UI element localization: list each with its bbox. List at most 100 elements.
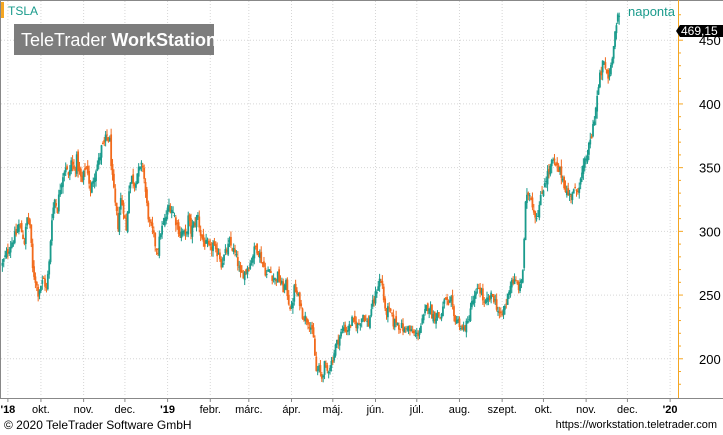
candle-down xyxy=(492,295,495,303)
candle-down xyxy=(397,324,400,330)
candle-up xyxy=(369,316,371,328)
y-tick-label: 250 xyxy=(699,288,721,303)
candle-down xyxy=(260,251,263,263)
candle-up xyxy=(100,145,103,158)
candle-down xyxy=(326,365,329,371)
y-tick-label: 400 xyxy=(699,97,721,112)
candle-down xyxy=(143,167,146,179)
candle-down xyxy=(516,281,519,284)
candle-up xyxy=(610,64,612,75)
candle-down xyxy=(106,134,108,136)
symbol-label: TSLA xyxy=(8,4,38,18)
candle-up xyxy=(250,261,253,263)
candle-down xyxy=(491,294,494,296)
candle-down xyxy=(81,175,84,182)
candle-up xyxy=(206,241,209,243)
candle-up xyxy=(192,222,195,227)
candle-up xyxy=(378,278,381,287)
website-link[interactable]: https://workstation.teletrader.com xyxy=(555,419,717,431)
candle-down xyxy=(481,288,484,301)
candle-up xyxy=(185,231,188,233)
candle-down xyxy=(311,325,314,329)
candle-up xyxy=(599,72,601,88)
candle-down xyxy=(124,215,126,219)
candle-down xyxy=(515,280,517,282)
candle-down xyxy=(219,252,221,260)
candle-up xyxy=(183,230,186,233)
candle-up xyxy=(537,216,539,218)
candle-up xyxy=(232,248,235,252)
candle-down xyxy=(439,317,442,319)
candle-down xyxy=(275,279,278,282)
candle-down xyxy=(605,69,608,73)
candle-up xyxy=(118,212,121,233)
candle-up xyxy=(4,255,7,258)
candle-up xyxy=(272,278,275,280)
candle-up xyxy=(304,315,307,322)
candle-down xyxy=(125,217,128,231)
candle-up xyxy=(497,310,499,313)
candle-down xyxy=(282,281,285,293)
candle-up xyxy=(465,320,468,333)
candle-up xyxy=(603,63,605,65)
candle-up xyxy=(612,46,615,59)
candle-up xyxy=(249,263,252,269)
x-tick-label: febr. xyxy=(200,404,221,416)
x-tick-label: nov. xyxy=(576,404,596,416)
candle-down xyxy=(417,332,420,337)
candle-down xyxy=(144,182,147,192)
candle-up xyxy=(168,204,170,211)
candle-down xyxy=(395,316,398,323)
candle-up xyxy=(104,134,107,142)
candle-down xyxy=(402,323,404,332)
candle-down xyxy=(234,249,236,253)
candle-down xyxy=(308,327,311,329)
candle-down xyxy=(385,308,388,315)
candle-up xyxy=(90,182,93,193)
candle-up xyxy=(60,185,63,188)
candle-down xyxy=(225,249,228,253)
candle-up xyxy=(414,334,417,336)
candle-down xyxy=(548,169,550,172)
candle-up xyxy=(484,300,487,303)
candle-up xyxy=(173,214,176,216)
candle-up xyxy=(374,291,377,304)
candle-down xyxy=(399,328,402,330)
candle-up xyxy=(608,74,611,77)
symbol-marker xyxy=(1,2,4,18)
candle-up xyxy=(92,180,95,184)
candle-down xyxy=(213,241,216,245)
candle-down xyxy=(85,167,88,169)
candle-up xyxy=(265,273,268,275)
candle-down xyxy=(42,278,45,280)
x-tick-label: máj. xyxy=(322,404,343,416)
candle-up xyxy=(108,137,111,142)
period-label: naponta xyxy=(628,4,676,19)
candle-up xyxy=(342,327,345,332)
candle-down xyxy=(84,168,86,171)
candle-down xyxy=(286,279,289,297)
candle-down xyxy=(132,174,135,184)
x-tick-label: '20 xyxy=(663,404,678,416)
candle-down xyxy=(103,139,106,143)
candle-up xyxy=(13,231,16,243)
candle-down xyxy=(315,356,318,371)
candle-up xyxy=(535,218,538,220)
candle-down xyxy=(381,280,384,286)
candle-down xyxy=(353,315,356,322)
candle-down xyxy=(305,318,308,323)
candle-up xyxy=(578,187,581,193)
candle-up xyxy=(370,309,373,316)
candle-up xyxy=(291,302,294,309)
candle-up xyxy=(347,330,349,332)
candle-up xyxy=(509,285,512,295)
candle-down xyxy=(37,286,40,297)
watermark-part1: TeleTrader xyxy=(21,30,111,50)
candle-up xyxy=(539,194,542,206)
candle-up xyxy=(341,328,344,331)
candle-up xyxy=(429,306,432,311)
candle-down xyxy=(111,163,114,175)
candle-up xyxy=(519,284,521,292)
candle-down xyxy=(210,246,213,251)
candle-down xyxy=(404,327,407,329)
